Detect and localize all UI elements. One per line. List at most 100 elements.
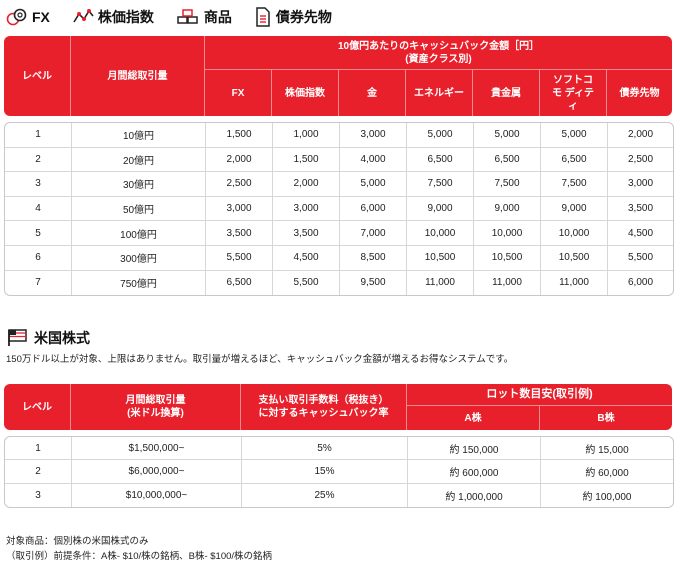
asset-header: エネルギー	[405, 70, 472, 116]
cashback-cell: 7,500	[406, 172, 473, 197]
cashback-cell: 3,500	[607, 196, 673, 222]
us-lot-a-header: A株	[406, 406, 539, 430]
cashback-cell: 7,500	[540, 172, 607, 197]
us-level-cell: 1	[5, 437, 71, 461]
cashback-cell: 3,000	[272, 196, 339, 222]
volume-cell: 20億円	[71, 147, 205, 173]
coins-icon	[6, 8, 27, 26]
table-row: 1 $1,500,000~ 5% 約 150,000 約 15,000	[5, 437, 673, 461]
cashback-cell: 10,000	[406, 221, 473, 246]
asset-header: ソフトコモ ディティ	[539, 70, 606, 116]
cashback-cell: 10,500	[406, 245, 473, 271]
us-rate-header-line1: 支払い取引手数料（税抜き）	[258, 395, 389, 406]
us-table-header: レベル 月間総取引量 (米ドル換算) 支払い取引手数料（税抜き） に対するキャッ…	[4, 384, 673, 430]
commodity-bars-icon	[177, 9, 198, 24]
cashback-cell: 3,500	[205, 221, 272, 246]
table-row: 2 $6,000,000~ 15% 約 600,000 約 60,000	[5, 460, 673, 484]
cashback-cell: 4,500	[607, 221, 673, 246]
category-label: 債券先物	[275, 9, 332, 25]
us-volume-header-line2: (米ドル換算)	[127, 408, 184, 419]
cashback-cell: 11,000	[473, 270, 540, 296]
cashback-cell: 5,000	[406, 123, 473, 148]
level-cell: 6	[5, 246, 71, 271]
cashback-cell: 4,000	[339, 147, 406, 173]
cashback-cell: 6,000	[339, 196, 406, 222]
asset-category-bar: FX 株価指数 商品 債券先物	[6, 6, 354, 28]
asset-header: 金	[338, 70, 405, 116]
cashback-cell: 3,000	[339, 123, 406, 148]
table-row: 4 50億円 3,000 3,000 6,000 9,000 9,000 9,000 3,500	[5, 196, 673, 222]
document-icon	[256, 7, 270, 27]
category-bond[interactable]: 債券先物	[254, 7, 332, 27]
us-volume-cell: $1,500,000~	[71, 437, 241, 461]
cashback-cell: 5,000	[540, 123, 607, 148]
us-level-header: レベル	[22, 401, 52, 413]
cashback-cell: 9,000	[540, 196, 607, 222]
cashback-cell: 6,000	[607, 270, 673, 296]
cashback-cell: 2,000	[205, 147, 272, 173]
us-rate-cell: 15%	[241, 460, 407, 484]
cashback-cell: 5,000	[339, 172, 406, 197]
cashback-cell: 5,000	[473, 123, 540, 148]
us-volume-header-line1: 月間総取引量	[125, 395, 186, 406]
asset-header: 株価指数	[271, 70, 338, 116]
cashback-cell: 4,500	[272, 245, 339, 271]
volume-header: 月間総取引量	[70, 36, 204, 116]
category-fx[interactable]: FX	[6, 8, 50, 26]
level-cell: 4	[5, 197, 71, 222]
cashback-cell: 9,000	[406, 196, 473, 222]
cashback-cell: 5,500	[272, 270, 339, 296]
level-cell: 3	[5, 172, 71, 197]
cashback-cell: 8,500	[339, 245, 406, 271]
cashback-cell: 1,000	[272, 123, 339, 148]
line-chart-icon	[73, 9, 94, 23]
cashback-cell: 6,500	[540, 147, 607, 173]
level-cell: 1	[5, 123, 71, 148]
us-stocks-cashback-table: レベル 月間総取引量 (米ドル換算) 支払い取引手数料（税抜き） に対するキャッ…	[4, 384, 674, 508]
us-stocks-description: 150万ドル以上が対象、上限はありません。取引量が増えるほど、キャッシュバック金…	[6, 354, 514, 365]
volume-cell: 10億円	[71, 123, 205, 148]
cashback-cell: 1,500	[205, 123, 272, 148]
cashback-table-header: レベル 月間総取引量 10億円あたりのキャッシュバック金額［円］ (資産クラス別…	[4, 36, 673, 116]
cashback-cell: 10,500	[540, 245, 607, 271]
us-lot-a-cell: 約 1,000,000	[407, 483, 540, 507]
note-trade-example: （取引例）前提条件：A株- $10/株の銘柄、B株- $100/株の銘柄	[6, 551, 273, 562]
us-volume-header: 月間総取引量 (米ドル換算)	[70, 384, 240, 430]
us-stocks-heading: 米国株式	[8, 328, 90, 348]
table-row: 2 20億円 2,000 1,500 4,000 6,500 6,500 6,500 2,500	[5, 147, 673, 173]
cashback-cell: 7,500	[473, 172, 540, 197]
us-lot-b-cell: 約 100,000	[540, 483, 673, 507]
category-label: 株価指数	[97, 9, 154, 25]
cashback-cell: 11,000	[406, 270, 473, 296]
category-label: 商品	[203, 9, 232, 25]
table-row: 7 750億円 6,500 5,500 9,500 11,000 11,000 11,000 6…	[5, 270, 673, 296]
us-rate-cell: 25%	[241, 483, 407, 507]
us-rate-header-line2: に対するキャッシュバック率	[258, 408, 389, 419]
cashback-cell: 1,500	[272, 147, 339, 173]
level-cell: 5	[5, 221, 71, 246]
note-target-products: 対象商品：個別株の米国株式のみ	[6, 536, 149, 547]
category-commodity[interactable]: 商品	[176, 7, 232, 27]
cashback-cell: 6,500	[205, 270, 272, 296]
table-row: 3 $10,000,000~ 25% 約 1,000,000 約 100,000	[5, 483, 673, 507]
cashback-cell: 3,500	[272, 221, 339, 246]
table-row: 1 10億円 1,500 1,000 3,000 5,000 5,000 5,000 2,000	[5, 123, 673, 148]
table-row: 5 100億円 3,500 3,500 7,000 10,000 10,000 10,000 4…	[5, 221, 673, 246]
group-header-line2: (資産クラス別)	[405, 53, 472, 65]
cashback-cell: 9,000	[473, 196, 540, 222]
volume-cell: 300億円	[71, 245, 205, 271]
us-level-cell: 2	[5, 460, 71, 484]
category-index[interactable]: 株価指数	[72, 7, 154, 27]
asset-header: FX	[204, 70, 271, 116]
asset-header: 債券先物	[606, 70, 672, 116]
cashback-table-body: 1 10億円 1,500 1,000 3,000 5,000 5,000 5,000 2,000…	[4, 122, 674, 297]
us-flag-icon	[8, 329, 27, 346]
us-stocks-title: 米国株式	[34, 330, 90, 346]
us-lot-a-cell: 約 150,000	[407, 437, 540, 461]
cashback-cell: 2,000	[607, 123, 673, 148]
volume-cell: 750億円	[71, 270, 205, 296]
category-label: FX	[32, 9, 50, 25]
cashback-cell: 2,500	[205, 172, 272, 197]
group-header-line1: 10億円あたりのキャッシュバック金額［円］	[337, 40, 540, 52]
cashback-cell: 3,000	[205, 196, 272, 222]
